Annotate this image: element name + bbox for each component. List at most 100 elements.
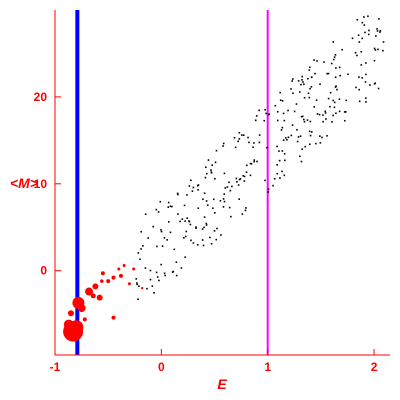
data-point — [279, 99, 282, 102]
data-point — [234, 146, 237, 149]
data-point — [327, 97, 330, 100]
red-data-point — [99, 279, 104, 283]
data-point — [253, 142, 255, 144]
data-point — [303, 96, 306, 99]
data-point — [138, 285, 140, 287]
data-point — [235, 177, 238, 180]
data-point — [321, 136, 323, 139]
data-point — [155, 208, 158, 211]
data-point — [322, 120, 324, 123]
data-point — [361, 77, 363, 79]
data-point — [238, 178, 241, 181]
data-point — [166, 239, 168, 241]
data-point — [185, 230, 188, 233]
data-point — [334, 76, 337, 79]
data-point — [325, 118, 327, 120]
data-point — [315, 142, 317, 145]
data-point — [319, 135, 321, 137]
red-data-point — [106, 279, 111, 284]
data-point — [213, 230, 216, 232]
data-point — [201, 228, 204, 230]
data-point — [163, 237, 166, 239]
data-point — [310, 131, 313, 133]
data-point — [254, 119, 257, 122]
data-point — [272, 184, 274, 187]
data-point — [308, 66, 311, 69]
data-point — [276, 110, 279, 113]
data-point — [332, 41, 335, 43]
data-point — [236, 180, 238, 183]
data-point — [161, 245, 164, 248]
data-point — [302, 81, 304, 83]
data-point — [158, 279, 160, 282]
data-point — [282, 112, 285, 115]
data-point — [301, 79, 303, 81]
data-point — [338, 66, 341, 69]
red-data-point — [77, 304, 86, 313]
data-point — [334, 86, 337, 88]
data-point — [283, 152, 286, 155]
data-point — [157, 211, 160, 213]
data-point — [169, 231, 172, 234]
data-point — [280, 129, 283, 131]
data-point — [149, 269, 152, 272]
data-point — [197, 184, 200, 186]
data-point — [223, 172, 226, 175]
data-point — [361, 37, 364, 40]
data-point — [169, 205, 172, 208]
data-point — [324, 110, 326, 113]
data-point — [184, 256, 187, 258]
data-point — [239, 178, 242, 180]
data-point — [377, 87, 380, 90]
data-point — [213, 212, 216, 214]
data-point — [212, 207, 214, 210]
data-point — [279, 177, 281, 179]
data-point — [360, 50, 363, 53]
data-point — [314, 72, 316, 75]
data-point — [264, 108, 266, 111]
data-point — [267, 191, 269, 193]
red-data-point — [117, 267, 121, 271]
data-point — [258, 134, 261, 136]
data-point — [241, 213, 244, 215]
data-point — [375, 35, 377, 37]
data-point — [307, 77, 309, 80]
data-point — [177, 193, 179, 196]
data-point — [330, 62, 333, 65]
data-point — [219, 199, 222, 202]
data-point — [300, 115, 303, 118]
data-point — [297, 136, 300, 138]
data-point — [361, 21, 364, 24]
data-point — [345, 111, 347, 113]
data-point — [373, 47, 376, 50]
red-data-point — [90, 293, 96, 299]
data-point — [358, 100, 361, 103]
data-point — [293, 110, 296, 113]
data-point — [284, 159, 286, 162]
data-point — [147, 237, 149, 239]
data-point — [181, 218, 184, 220]
data-point — [358, 41, 361, 43]
data-point — [298, 91, 301, 93]
data-point — [243, 175, 246, 178]
data-point — [167, 201, 170, 204]
data-point — [144, 213, 147, 215]
data-point — [283, 174, 286, 177]
data-point — [306, 119, 309, 121]
data-point — [184, 235, 187, 238]
y-tick-label: 0 — [40, 264, 47, 278]
data-point — [364, 31, 366, 34]
data-point — [299, 155, 301, 158]
data-point — [238, 138, 241, 140]
data-point — [155, 271, 158, 274]
data-point — [253, 159, 256, 161]
data-point — [156, 245, 158, 248]
data-point — [212, 198, 215, 201]
data-point — [333, 101, 336, 104]
data-point — [230, 215, 232, 218]
data-point — [367, 15, 369, 18]
data-point — [210, 171, 213, 173]
data-point — [302, 118, 305, 121]
data-point — [214, 177, 216, 180]
